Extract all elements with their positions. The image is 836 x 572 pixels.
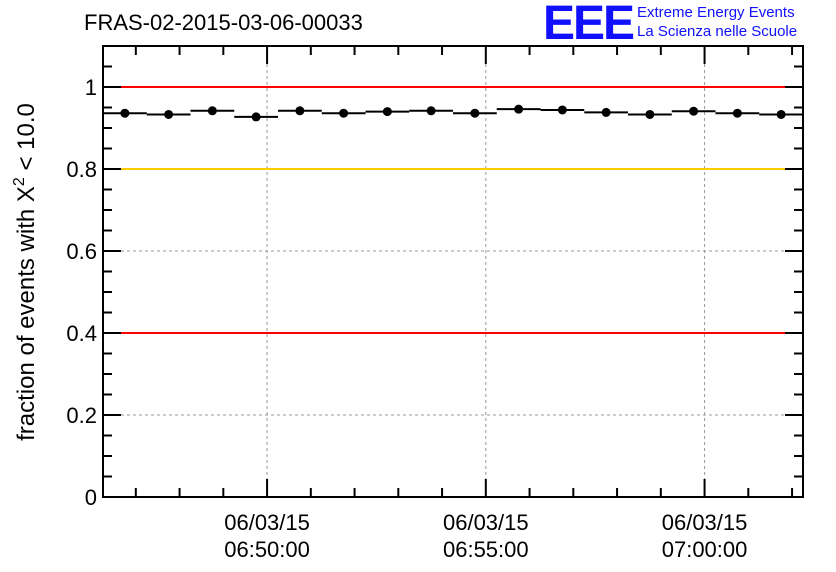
x-tick-label-date: 06/03/15 [443, 510, 529, 535]
data-point [426, 106, 436, 116]
y-axis-label: fraction of events with X2 < 10.0 [11, 103, 40, 441]
data-point [339, 108, 349, 118]
chart-title: FRAS-02-2015-03-06-00033 [84, 10, 363, 35]
data-point [295, 106, 305, 116]
data-point [470, 108, 480, 118]
data-point [207, 106, 217, 116]
x-tick-label-time: 06:55:00 [443, 537, 529, 562]
y-tick-label: 0.8 [66, 157, 97, 182]
x-tick-label-time: 06:50:00 [224, 537, 310, 562]
y-tick-label: 0.2 [66, 403, 97, 428]
eee-logo: EEE [543, 0, 635, 50]
logo-line-2: La Scienza nelle Scuole [637, 23, 798, 40]
data-point [557, 105, 567, 115]
x-tick-label-date: 06/03/15 [224, 510, 310, 535]
data-point [732, 108, 742, 118]
data-point [776, 109, 786, 119]
x-tick-label-time: 07:00:00 [662, 537, 748, 562]
y-tick-label: 0.4 [66, 321, 97, 346]
x-tick-label-date: 06/03/15 [662, 510, 748, 535]
data-point [382, 107, 392, 117]
data-point [164, 109, 174, 119]
y-tick-label: 0 [85, 485, 97, 510]
data-point [251, 112, 261, 122]
data-point [645, 109, 655, 119]
data-point [514, 104, 524, 114]
logo-line-1: Extreme Energy Events [637, 4, 795, 21]
y-tick-label: 1 [85, 75, 97, 100]
y-tick-label: 0.6 [66, 239, 97, 264]
data-point [120, 108, 130, 118]
data-point [601, 107, 611, 117]
logo-text: Extreme Energy Events La Scienza nelle S… [637, 3, 797, 41]
data-point [689, 106, 699, 116]
